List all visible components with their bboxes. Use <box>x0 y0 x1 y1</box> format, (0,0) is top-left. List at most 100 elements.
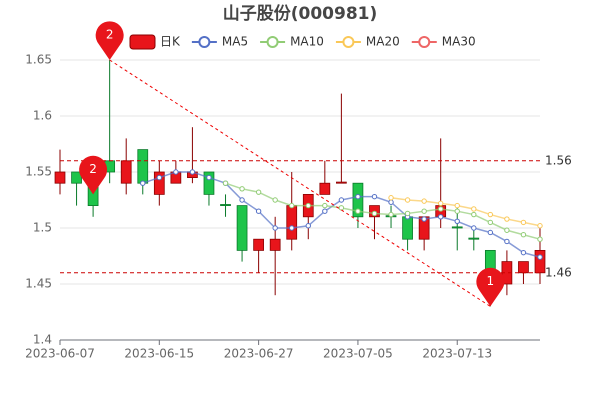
mark-point-label: 1 <box>487 274 495 288</box>
legend-label: MA30 <box>442 35 476 49</box>
y-tick-label: 1.65 <box>25 53 52 67</box>
mark-line-label: 1.56 <box>545 153 572 167</box>
ma-point <box>454 208 460 214</box>
ma-line <box>142 171 541 258</box>
ma-point <box>537 223 543 229</box>
legend-label: MA10 <box>290 35 324 49</box>
ma-point <box>371 210 378 217</box>
ma-line <box>390 197 541 227</box>
ma-point <box>338 205 345 211</box>
x-tick-label: 2023-06-27 <box>224 347 294 361</box>
candle-body <box>319 182 331 195</box>
ma-point <box>338 197 345 203</box>
y-tick-label: 1.4 <box>33 333 52 347</box>
mark-point-label: 2 <box>89 162 97 176</box>
candle-body <box>71 171 82 184</box>
y-tick-label: 1.5 <box>33 221 52 235</box>
ma-point <box>520 249 527 256</box>
candle-body <box>352 182 364 218</box>
ma-point <box>305 223 311 229</box>
ma-point <box>437 200 444 207</box>
ma-point <box>520 219 527 226</box>
y-tick-label: 1.6 <box>33 109 52 123</box>
ma-point <box>537 236 543 242</box>
ma-point <box>421 216 427 222</box>
x-tick-label: 2023-06-07 <box>25 347 95 361</box>
mark-pin <box>476 267 505 307</box>
ma-point <box>206 174 212 181</box>
ma-point <box>487 229 494 236</box>
ma-point <box>520 232 527 238</box>
mark-point: 1 <box>476 267 505 307</box>
ma-point <box>388 195 394 201</box>
ma-point <box>156 174 163 181</box>
ma-point <box>471 225 477 231</box>
ma-point <box>272 225 278 231</box>
ma-point <box>437 214 444 220</box>
x-tick-label: 2023-06-15 <box>124 347 194 361</box>
x-tick-label: 2023-07-13 <box>422 347 492 361</box>
candle-body <box>402 216 413 240</box>
ma-line <box>225 182 541 240</box>
ma-point <box>355 193 361 200</box>
ma-point <box>487 211 494 218</box>
candle-body <box>203 171 215 195</box>
ma-point <box>173 169 179 175</box>
ma-point <box>322 202 328 209</box>
ma-point <box>189 169 196 175</box>
mark-point: 2 <box>79 155 108 195</box>
mark-point: 2 <box>95 21 124 60</box>
legend-label: MA5 <box>222 35 248 49</box>
ma-point <box>222 180 229 186</box>
ma-point <box>454 218 460 224</box>
legend-icon <box>129 34 156 50</box>
candle-body <box>253 238 264 251</box>
chart-title: 山子股份(000981) <box>223 3 378 24</box>
candle-body <box>236 205 248 251</box>
ma-point <box>371 193 378 200</box>
y-tick-label: 1.55 <box>25 165 52 179</box>
ma-point <box>421 208 427 214</box>
candle-body <box>468 237 480 240</box>
ma-point <box>355 208 361 214</box>
trend-line <box>109 59 491 307</box>
ma-point <box>255 189 262 195</box>
legend-icon <box>342 36 355 48</box>
ma-point <box>454 202 460 209</box>
candle-body <box>153 171 165 195</box>
legend-label: 日K <box>160 35 181 49</box>
candle-body <box>286 205 298 240</box>
candle-body <box>269 238 281 251</box>
candle-body <box>137 149 149 184</box>
ma-point <box>421 198 427 204</box>
ma-point <box>537 254 543 260</box>
ma-point <box>239 197 245 203</box>
candle-body <box>534 249 546 274</box>
ma-point <box>504 227 510 233</box>
ma-point <box>255 208 262 214</box>
legend-icon <box>266 36 279 48</box>
ma-point <box>404 210 411 217</box>
mark-pin <box>95 21 124 60</box>
ma-point <box>272 197 278 203</box>
ma-point <box>504 238 510 245</box>
ma-point <box>140 180 146 186</box>
ma-point <box>437 206 444 212</box>
mark-pin <box>79 155 108 195</box>
ma-point <box>471 211 477 218</box>
ma-point <box>289 202 295 209</box>
candle-body <box>120 160 132 184</box>
legend-icon <box>198 36 211 48</box>
ma-point <box>289 225 295 231</box>
candle-body <box>518 261 529 274</box>
ma-point <box>388 199 394 205</box>
candle-body <box>54 171 66 184</box>
ma-point <box>305 202 311 209</box>
ma-point <box>322 208 328 214</box>
candle-body <box>336 181 347 184</box>
ma-point <box>239 186 245 192</box>
ma-point <box>471 206 477 212</box>
ma-point <box>487 219 494 226</box>
x-tick-label: 2023-07-05 <box>323 347 393 361</box>
mark-line-label: 1.46 <box>545 265 572 279</box>
